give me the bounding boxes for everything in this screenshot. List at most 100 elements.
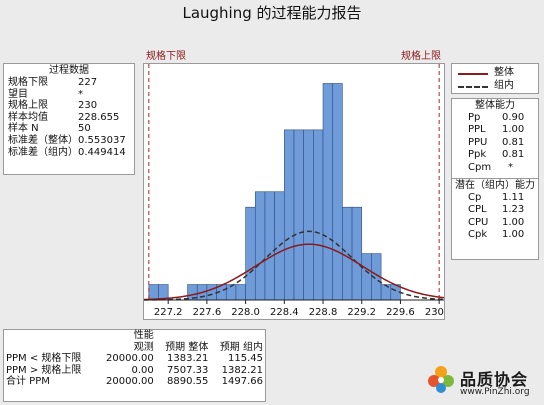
process-row-label: 望目 [8,88,28,100]
legend-item-overall: 整体 [458,67,538,79]
overall-density-curve [144,243,444,301]
within-density-curve [144,230,444,301]
table-cell: 1383.21 [167,353,209,364]
column-header: 预期 整体 [165,341,209,353]
capability-value: 0.81 [502,149,525,161]
histogram-bar [235,284,246,301]
x-tick-label: 229.2 [347,307,376,318]
logo-url: www.PinZhi.org [460,387,530,397]
table-row: PPM < 规格下限 20000.00 1383.21 115.45 [4,353,265,365]
process-row-label: 样本均值 [8,111,48,123]
capability-value: 0.81 [502,136,525,148]
capability-value: 1.23 [502,204,525,216]
spec-limit-lines [148,64,440,300]
capability-label: Cp [468,192,482,204]
process-row-sd-overall: 标准差（整体） 0.553037 [8,135,130,147]
process-row-n: 样本 N 50 [8,123,130,135]
capability-label: CPL [468,204,487,216]
table-row: PPM > 规格上限 0.00 7507.33 1382.21 [4,365,265,377]
capability-row-pp: Pp 0.90 [452,112,538,124]
histogram-bar [342,206,353,301]
capability-value: 1.00 [502,124,525,136]
histogram-bar [313,129,324,301]
performance-header-row: 观测 预期 整体 预期 组内 [4,342,265,354]
process-row-value: 50 [78,123,91,135]
histogram-bar [245,206,256,301]
capability-panel: 整体能力 Pp 0.90 PPL 1.00 PPU 0.81 Ppk 0.81 … [451,98,539,260]
site-logo: 品质协会 www.PinZhi.org [420,362,544,405]
histogram-bar [148,284,159,301]
histogram-bar [361,253,372,301]
performance-header: 性能 [133,330,154,341]
chart-title: Laughing 的过程能力报告 [182,4,362,22]
process-row-value: * [78,88,83,100]
capability-label: Ppk [468,149,487,161]
capability-label: PPL [468,124,486,136]
table-cell: 115.45 [228,353,263,364]
table-cell: 7507.33 [167,364,209,376]
process-row-lsl: 规格下限 227 [8,77,130,89]
legend-label: 整体 [494,67,514,78]
potential-capability-header: 潜在（组内）能力 [455,180,535,192]
process-row-value: 0.553037 [78,134,126,146]
performance-panel: 性能 观测 预期 整体 预期 组内 PPM < 规格下限 20000.00 13… [3,329,266,402]
process-row-label: 规格下限 [8,77,48,88]
histogram-bar [351,206,363,301]
capability-divider [452,178,538,180]
legend: 整体 组内 [451,63,539,94]
logo-text: 品质协会 [460,370,529,389]
capability-row-ppk: Ppk 0.81 [452,149,538,161]
histogram-bar [254,191,266,301]
lsl-label: 规格下限 [146,51,186,62]
process-row-value: 0.449414 [78,146,126,158]
process-row-label: 标准差（整体） [8,134,78,146]
capability-value: 1.00 [502,229,525,241]
process-row-mean: 样本均值 228.655 [8,112,130,124]
column-header: 预期 组内 [219,341,263,353]
table-cell: 1382.21 [221,364,263,376]
process-row-sd-within: 标准差（组内） 0.449414 [8,147,130,159]
performance-table: 性能 观测 预期 整体 预期 组内 PPM < 规格下限 20000.00 13… [4,330,265,388]
capability-row-ppl: PPL 1.00 [452,124,538,136]
overall-capability-header: 整体能力 [475,100,515,111]
table-row: 合计 PPM 20000.00 8890.55 1497.66 [4,376,265,388]
histogram-bar [293,129,304,301]
capability-row-ppu: PPU 0.81 [452,137,538,149]
row-label: 合计 PPM [6,376,50,387]
x-tick-label: 227.6 [193,307,222,318]
capability-row-cpu: CPU 1.00 [452,217,538,229]
x-tick-label: 228.4 [270,307,299,318]
density-curves [144,230,444,301]
histogram-bar [206,284,217,301]
capability-label: Pp [468,112,481,123]
process-row-label: 样本 N [8,123,39,135]
histogram-bar [380,284,392,301]
table-cell: 20000.00 [106,376,154,387]
histogram-bar [264,191,275,301]
capability-value: 1.11 [502,192,525,204]
x-tick-label: 227.2 [154,307,183,318]
process-row-value: 227 [78,77,98,88]
capability-value: 1.00 [502,216,525,228]
table-cell: 0.00 [131,364,154,376]
histogram-bar [284,129,295,301]
row-label: PPM < 规格下限 [6,353,82,364]
histogram-chart: 227.2 227.6 228.0 228.4 228.8 229.2 229.6 230.0 [144,64,444,318]
table-cell: 8890.55 [167,376,209,387]
process-data-header: 过程数据 [49,65,89,76]
process-row-label: 标准差（组内） [8,146,78,158]
capability-label: Cpk [468,229,488,241]
capability-label: CPU [468,216,489,228]
process-row-target: 望目 * [8,89,130,101]
table-cell: 20000.00 [106,353,154,364]
process-row-label: 规格上限 [8,100,48,112]
histogram-bar [322,83,334,301]
x-tick-label: 229.6 [386,307,415,318]
capability-value: 0.90 [502,112,525,123]
histogram-bar [332,83,343,301]
legend-swatch-solid [458,73,488,75]
legend-label: 组内 [494,80,514,91]
capability-row-cpm: Cpm * [452,162,538,174]
performance-title-row: 性能 [4,330,265,342]
capability-row-cpk: Cpk 1.00 [452,229,538,241]
